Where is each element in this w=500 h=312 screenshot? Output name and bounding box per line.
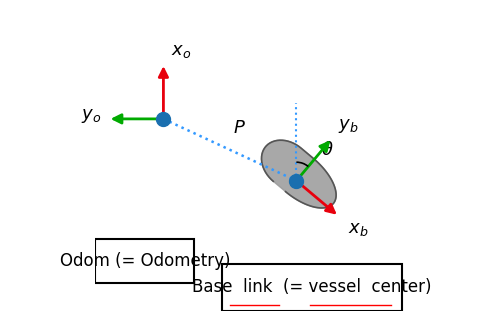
Polygon shape bbox=[262, 140, 336, 208]
Text: $P$: $P$ bbox=[233, 119, 246, 138]
Text: $x_b$: $x_b$ bbox=[348, 220, 369, 238]
Text: Odom (= Odometry): Odom (= Odometry) bbox=[60, 252, 230, 270]
FancyBboxPatch shape bbox=[222, 264, 402, 311]
Text: $\theta$: $\theta$ bbox=[321, 141, 334, 159]
Text: Base  link  (= vessel  center): Base link (= vessel center) bbox=[192, 278, 432, 296]
Text: $y_b$: $y_b$ bbox=[338, 117, 359, 135]
Text: $y_o$: $y_o$ bbox=[82, 107, 102, 125]
FancyBboxPatch shape bbox=[96, 240, 194, 283]
Text: $x_o$: $x_o$ bbox=[171, 42, 192, 60]
